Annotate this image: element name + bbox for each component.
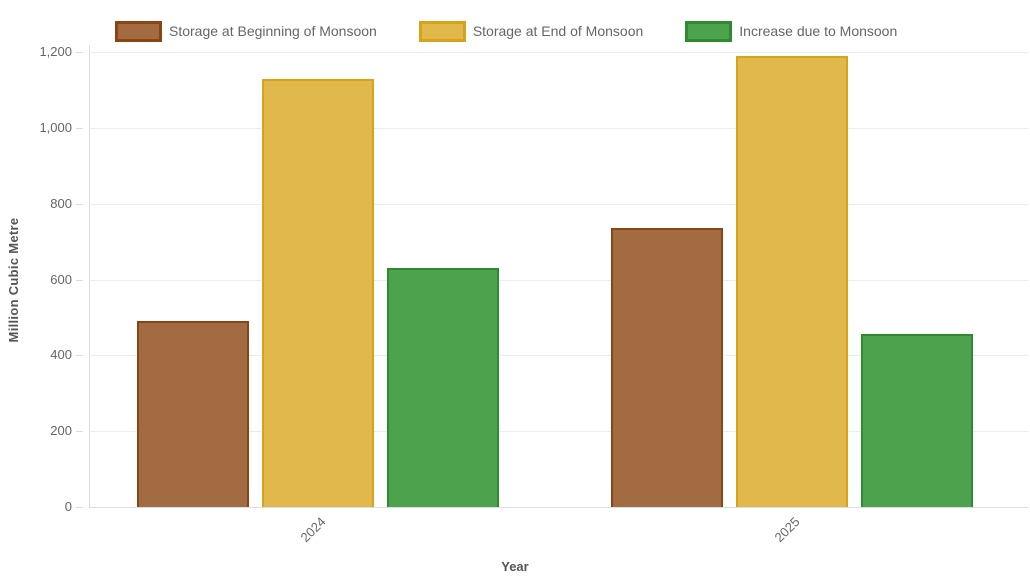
bar-2025-series-1[interactable]: [736, 56, 848, 507]
y-tick-label: 1,000: [39, 120, 72, 135]
y-axis-title: Million Cubic Metre: [6, 217, 21, 343]
y-tick-mark: [76, 128, 83, 129]
y-tick-label: 0: [64, 499, 72, 514]
y-tick-mark: [76, 52, 83, 53]
y-axis-line: [89, 45, 90, 507]
legend-item-0[interactable]: Storage at Beginning of Monsoon: [115, 21, 377, 42]
legend: Storage at Beginning of Monsoon Storage a…: [115, 21, 897, 42]
x-axis-title: Year: [501, 559, 529, 574]
bar-2024-series-0[interactable]: [137, 321, 249, 507]
y-tick-mark: [76, 355, 83, 356]
y-tick-mark: [76, 431, 83, 432]
y-tick-label: 200: [50, 423, 72, 438]
legend-label: Storage at End of Monsoon: [472, 23, 644, 39]
y-tick-label: 400: [50, 347, 72, 362]
gridline-400: [89, 355, 1028, 356]
bar-2025-series-0[interactable]: [611, 228, 723, 507]
y-tick-mark: [76, 507, 83, 508]
gridline-200: [89, 431, 1028, 432]
legend-item-1[interactable]: Storage at End of Monsoon: [418, 21, 644, 42]
x-axis-line: [89, 507, 1028, 508]
bar-2024-series-2[interactable]: [387, 268, 499, 507]
legend-item-2[interactable]: Increase due to Monsoon: [685, 21, 897, 42]
y-tick-label: 600: [50, 272, 72, 287]
gridline-1,200: [89, 52, 1028, 53]
legend-swatch-icon: [115, 21, 162, 42]
y-tick-mark: [76, 280, 83, 281]
legend-swatch-icon: [685, 21, 733, 42]
y-tick-label: 800: [50, 196, 72, 211]
legend-label: Storage at Beginning of Monsoon: [169, 23, 377, 39]
gridline-600: [89, 280, 1028, 281]
legend-label: Increase due to Monsoon: [739, 23, 898, 39]
legend-swatch-icon: [418, 21, 466, 42]
y-tick-mark: [76, 204, 83, 205]
gridline-1,000: [89, 128, 1028, 129]
bar-2025-series-2[interactable]: [861, 334, 973, 507]
y-tick-label: 1,200: [39, 44, 72, 59]
gridline-800: [89, 204, 1028, 205]
bar-2024-series-1[interactable]: [262, 79, 374, 507]
